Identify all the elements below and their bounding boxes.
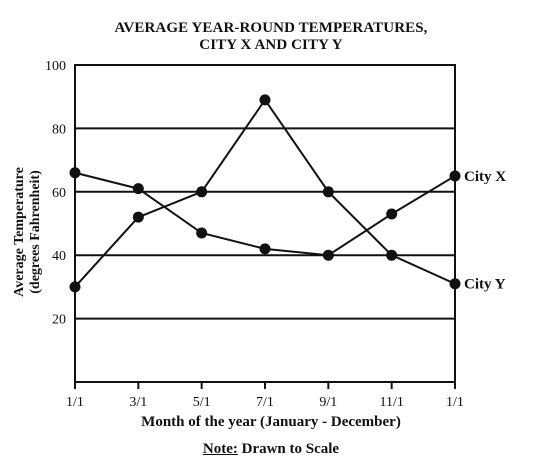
chart-note: Note: Drawn to Scale xyxy=(0,441,542,458)
x-tick-label: 9/1 xyxy=(319,395,337,410)
data-point xyxy=(69,167,81,179)
x-tick-label: 3/1 xyxy=(129,395,147,410)
chart-title: AVERAGE YEAR-ROUND TEMPERATURES, xyxy=(114,20,428,36)
x-tick-label: 7/1 xyxy=(256,395,274,410)
y-tick-label: 60 xyxy=(52,186,66,201)
data-point xyxy=(132,183,144,195)
data-point xyxy=(259,94,271,106)
data-point xyxy=(69,281,81,293)
data-point xyxy=(322,249,334,261)
data-point xyxy=(259,243,271,255)
data-point xyxy=(449,278,461,290)
data-point xyxy=(322,186,334,198)
series-label: City Y xyxy=(464,277,506,293)
series-label: City X xyxy=(464,169,506,185)
x-tick-label: 1/1 xyxy=(446,395,464,410)
y-tick-label: 20 xyxy=(52,313,66,328)
note-prefix: Note: xyxy=(202,441,238,457)
x-tick-label: 1/1 xyxy=(66,395,84,410)
x-tick-label: 5/1 xyxy=(193,395,211,410)
data-point xyxy=(449,170,461,182)
data-point xyxy=(386,208,398,220)
y-tick-label: 40 xyxy=(52,249,66,264)
y-tick-label: 80 xyxy=(52,122,66,137)
y-tick-label: 100 xyxy=(45,59,66,74)
x-axis-label: Month of the year (January - December) xyxy=(141,414,401,430)
note-text: Drawn to Scale xyxy=(237,441,340,457)
series-line xyxy=(74,171,456,257)
data-point xyxy=(196,186,208,198)
data-point xyxy=(386,249,398,261)
chart-subtitle: CITY X AND CITY Y xyxy=(199,37,343,53)
data-point xyxy=(132,211,144,223)
data-point xyxy=(196,227,208,239)
x-tick-label: 11/1 xyxy=(379,395,403,410)
